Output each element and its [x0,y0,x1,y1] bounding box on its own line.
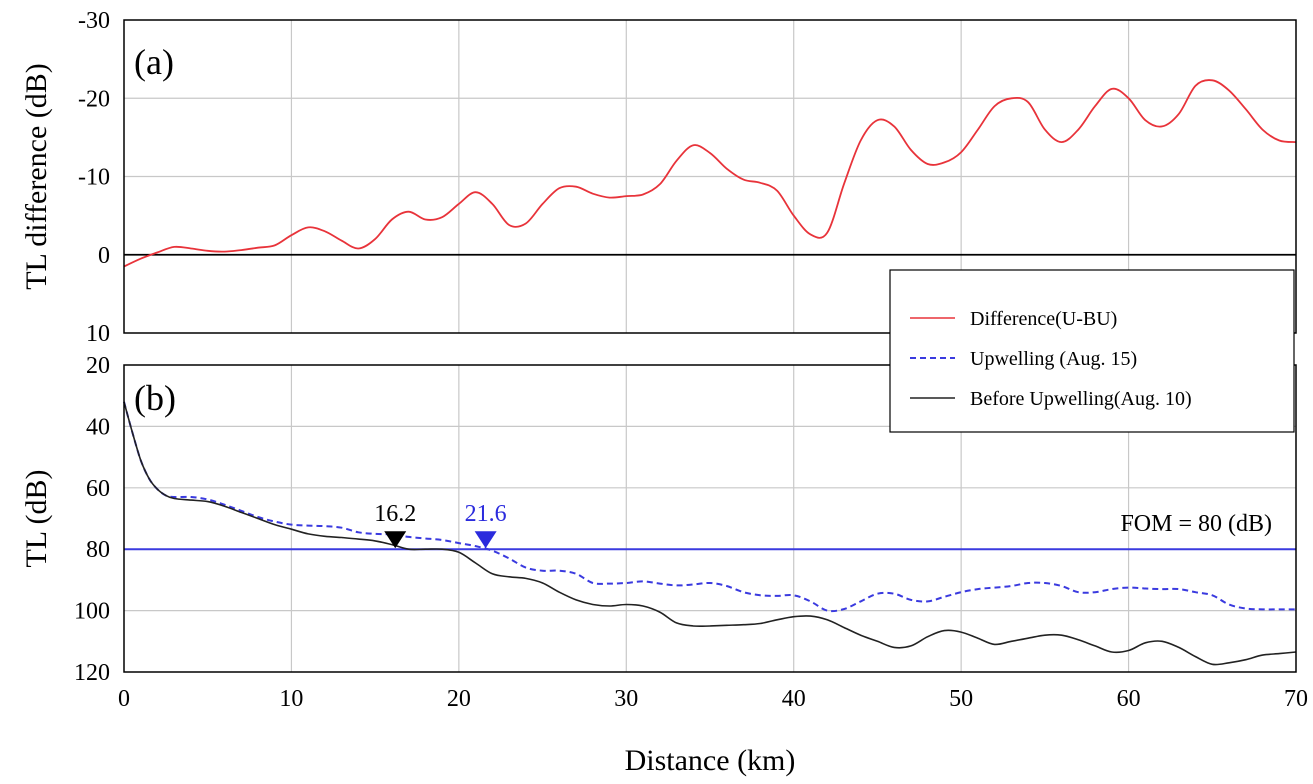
marker-before-upwelling-triangle [384,531,407,549]
panel-b-y-tick-label: 20 [86,353,110,379]
series-line-difference [123,79,1297,268]
panel-b-x-tick-labels: 0 10 20 30 40 50 60 70 [118,686,1308,712]
panel-b-y-tick-label: 60 [86,476,110,502]
legend-box [889,269,1295,433]
panel-a-y-axis-title: TL difference (dB) [20,63,53,290]
legend: Difference(U-BU) Upwelling (Aug. 15) Befor… [889,269,1295,433]
legend-entry-label: Before Upwelling(Aug. 10) [970,388,1192,410]
panel-b-series [123,401,1297,666]
fom-label: FOM = 80 (dB) [1120,511,1272,537]
x-tick-label: 40 [782,686,806,712]
x-tick-label: 50 [949,686,973,712]
panel-b-y-axis-title: TL (dB) [20,469,53,567]
panel-a-series [123,79,1297,268]
panel-b-y-tick-labels: 20 40 60 80 100 120 [74,353,110,686]
x-tick-label: 20 [447,686,471,712]
panel-b-frame [123,364,1297,673]
marker-before-upwelling-label: 16.2 [374,501,416,527]
marker-upwelling-label: 21.6 [465,501,507,527]
panel-b-label: (b) [134,378,176,418]
marker-upwelling-triangle [474,531,497,549]
x-tick-label: 0 [118,686,130,712]
panel-a-y-tick-label: 10 [86,321,110,347]
panel-b-annotations: 16.2 21.6 [374,501,507,549]
legend-entry-label: Upwelling (Aug. 15) [970,348,1137,370]
panel-b-y-tick-label: 120 [74,660,110,686]
x-tick-label: 30 [614,686,638,712]
x-axis-title: Distance (km) [625,744,796,777]
panel-b-y-tick-label: 40 [86,414,110,440]
x-tick-label: 70 [1284,686,1308,712]
legend-items: Difference(U-BU) Upwelling (Aug. 15) Befor… [910,308,1192,410]
panel-a-y-tick-labels: -30 -20 -10 0 10 [78,8,110,347]
panel-a-y-tick-label: -20 [78,86,110,112]
series-line-before-upwelling [123,401,1297,666]
panel-a-y-tick-label: 0 [98,243,110,269]
panel-a-frame [123,19,1297,334]
panel-a-y-tick-label: -30 [78,8,110,34]
legend-entry-label: Difference(U-BU) [970,308,1117,330]
panel-a-plot: -30 -20 -10 0 10 (a) TL difference (dB) [20,8,1297,347]
panel-a-y-tick-label: -10 [78,165,110,191]
x-tick-label: 60 [1117,686,1141,712]
panel-b-y-tick-label: 100 [74,599,110,625]
panel-a-label: (a) [134,42,174,82]
series-line-upwelling [123,401,1296,613]
panel-b-y-tick-label: 80 [86,537,110,563]
x-tick-label: 10 [279,686,303,712]
